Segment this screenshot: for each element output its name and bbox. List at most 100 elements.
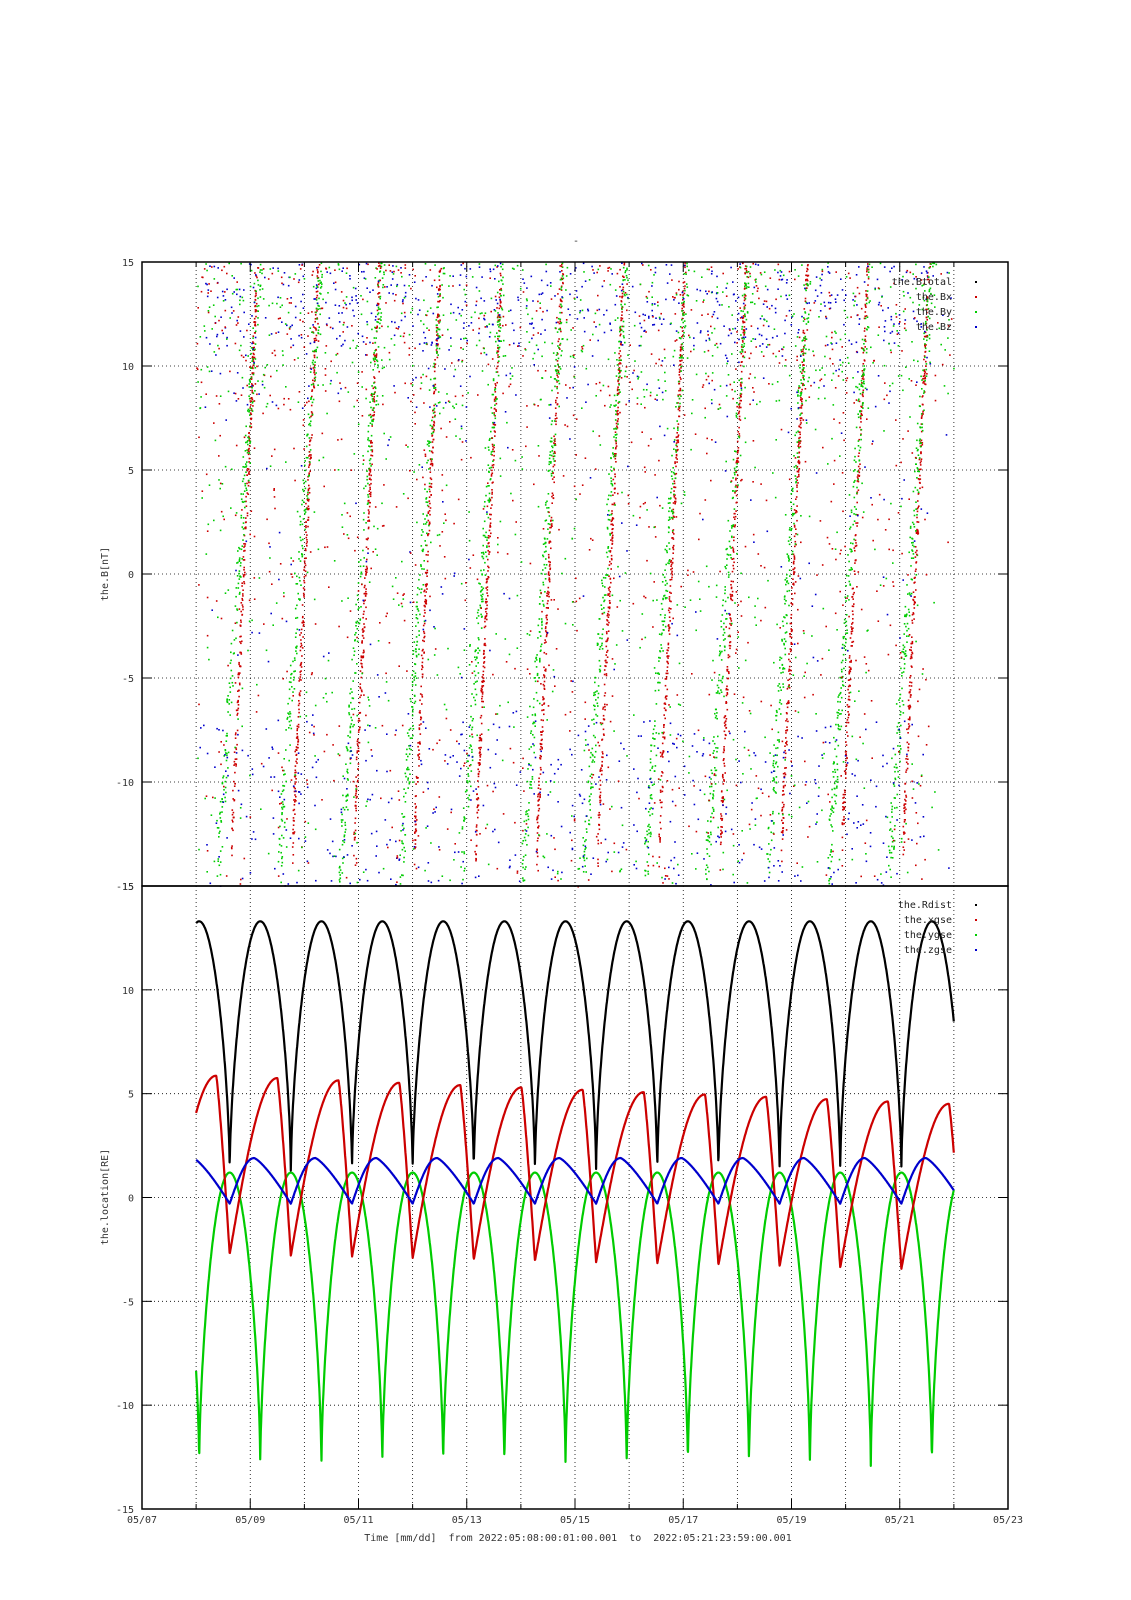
field-point <box>670 565 672 567</box>
field-point <box>482 691 484 693</box>
field-point <box>203 725 205 727</box>
field-point <box>522 468 524 470</box>
field-point <box>651 285 653 287</box>
field-point <box>237 700 239 702</box>
field-point <box>351 691 353 693</box>
field-point <box>481 681 483 683</box>
field-point <box>537 675 539 677</box>
field-point <box>261 763 263 765</box>
field-point <box>284 822 286 824</box>
field-point <box>431 479 433 481</box>
field-point <box>620 743 622 745</box>
field-point <box>204 798 206 800</box>
field-point <box>287 712 289 714</box>
field-point <box>402 606 404 608</box>
field-point <box>342 858 344 860</box>
field-point <box>386 681 388 683</box>
field-point <box>408 745 410 747</box>
field-point <box>469 795 471 797</box>
field-point <box>307 498 309 500</box>
field-point <box>366 538 368 540</box>
field-point <box>494 422 496 424</box>
field-point <box>609 323 611 325</box>
field-point <box>463 851 465 853</box>
field-point <box>239 684 241 686</box>
field-point <box>439 796 441 798</box>
field-point <box>368 437 370 439</box>
field-point <box>530 784 532 786</box>
field-point <box>222 333 224 335</box>
field-point <box>684 766 686 768</box>
field-point <box>319 314 321 316</box>
field-point <box>326 271 328 273</box>
field-point <box>356 791 358 793</box>
field-point <box>488 449 490 451</box>
field-point <box>734 518 736 520</box>
field-point <box>725 727 727 729</box>
field-point <box>485 551 487 553</box>
field-point <box>426 575 428 577</box>
field-point <box>295 749 297 751</box>
field-point <box>316 284 318 286</box>
field-point <box>430 486 432 488</box>
field-point <box>255 367 257 369</box>
field-point <box>611 806 613 808</box>
field-point <box>482 598 484 600</box>
field-point <box>376 400 378 402</box>
field-point <box>445 520 447 522</box>
field-point <box>604 669 606 671</box>
field-point <box>439 329 441 331</box>
field-point <box>314 341 316 343</box>
field-point <box>331 692 333 694</box>
field-point <box>403 796 405 798</box>
field-point <box>219 831 221 833</box>
field-point <box>243 336 245 338</box>
field-point <box>281 283 283 285</box>
field-point <box>377 367 379 369</box>
field-point <box>278 827 280 829</box>
field-point <box>201 497 203 499</box>
field-point <box>535 757 537 759</box>
field-point <box>613 468 615 470</box>
field-point <box>232 790 234 792</box>
field-point <box>486 556 488 558</box>
field-point <box>678 434 680 436</box>
field-point <box>218 832 220 834</box>
field-point <box>418 654 420 656</box>
field-point <box>612 447 614 449</box>
field-point <box>218 856 220 858</box>
field-point <box>216 728 218 730</box>
field-point <box>422 658 424 660</box>
field-point <box>546 501 548 503</box>
field-point <box>374 361 376 363</box>
field-point <box>661 775 663 777</box>
field-point <box>475 860 477 862</box>
field-point <box>293 345 295 347</box>
field-point <box>626 283 628 285</box>
field-point <box>481 723 483 725</box>
field-point <box>255 316 257 318</box>
field-point <box>605 594 607 596</box>
field-point <box>490 507 492 509</box>
field-point <box>396 286 398 288</box>
field-point <box>376 554 378 556</box>
field-point <box>502 277 504 279</box>
field-point <box>347 534 349 536</box>
field-point <box>669 620 671 622</box>
field-point <box>611 466 613 468</box>
field-point <box>492 460 494 462</box>
field-point <box>545 641 547 643</box>
field-point <box>211 814 213 816</box>
field-point <box>362 635 364 637</box>
field-point <box>678 302 680 304</box>
field-point <box>722 777 724 779</box>
field-point <box>682 327 684 329</box>
field-point <box>558 373 560 375</box>
field-point <box>536 654 538 656</box>
field-point <box>243 289 245 291</box>
field-point <box>618 401 620 403</box>
field-point <box>540 758 542 760</box>
field-point <box>480 595 482 597</box>
field-point <box>259 632 261 634</box>
field-point <box>645 875 647 877</box>
